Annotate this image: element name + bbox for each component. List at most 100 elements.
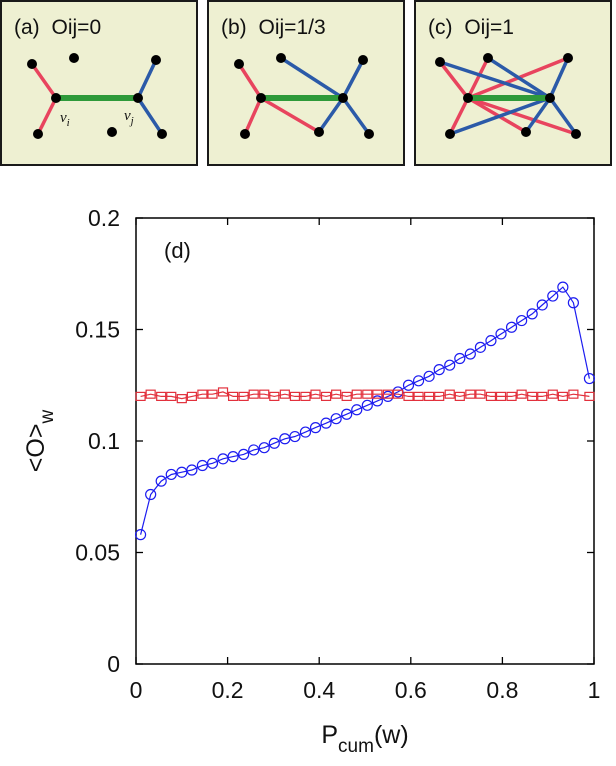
x-axis-title-main: P	[321, 721, 338, 749]
series-2-point	[259, 389, 270, 399]
series-1-point	[361, 399, 373, 411]
network-diagram-a	[27, 53, 167, 139]
series-1-point	[238, 448, 250, 460]
series-2-point	[156, 391, 167, 401]
x-axis-title-sub: cum	[338, 736, 374, 757]
panel-a-overlap: Oij=0	[51, 16, 102, 39]
series-2-point	[584, 391, 595, 401]
series-1-line	[140, 286, 590, 535]
series-2-point	[207, 389, 218, 399]
series-2-point	[382, 389, 393, 399]
series-2-point	[506, 391, 517, 401]
series-2-point	[351, 389, 362, 399]
x-tick-label: 1	[588, 677, 601, 703]
series-1-point	[289, 430, 301, 443]
series-2-point	[547, 389, 558, 399]
panel-c-letter: (c)	[428, 16, 453, 39]
series-1-point	[320, 417, 332, 429]
panel-c: (c) Oij=1	[414, 0, 612, 166]
panel-a: (a) Oij=0 vi vj	[0, 0, 198, 166]
y-tick-label: 0.15	[75, 317, 120, 343]
overlap-chart: 0 0.2 0.4 0.6 0.8 1 0 0.05 0.1 0.15 0.2 (d) Pcum(w…	[22, 205, 600, 757]
series-1-point	[341, 408, 353, 420]
series-2-point	[331, 389, 342, 399]
series-1-point	[474, 341, 487, 353]
y-tick-label: 0.05	[75, 540, 120, 566]
series-2-point	[537, 391, 548, 401]
series-1-point	[495, 328, 507, 340]
series-markers	[134, 281, 596, 541]
node-vi-sub: i	[66, 117, 70, 129]
series-2-point	[475, 389, 486, 399]
panel-d-label: (d)	[164, 238, 191, 263]
series-2-point	[279, 389, 290, 399]
series-1-point	[444, 359, 456, 371]
series-1-point	[268, 437, 280, 449]
series-2-point	[485, 391, 497, 401]
series-2-point	[217, 387, 229, 397]
x-axis-title-suffix: (w)	[374, 721, 409, 749]
series-1-point	[402, 379, 415, 391]
series-2-point	[527, 391, 538, 401]
series-2-point	[362, 389, 373, 399]
y-axis-title-main: <O>	[22, 424, 50, 473]
series-2-point	[145, 389, 156, 399]
series-1-point	[206, 457, 219, 469]
series-1-point	[505, 321, 518, 333]
series-2-point	[424, 391, 435, 401]
panel-a-label: (a) Oij=0	[14, 16, 101, 40]
x-tick-label: 0.2	[212, 677, 244, 703]
series-1-point	[145, 488, 157, 501]
series-2-point	[186, 391, 197, 401]
x-tick-label: 0	[130, 677, 143, 703]
series-1-point	[433, 364, 445, 376]
series-2-point	[197, 389, 208, 399]
series-2-point	[300, 391, 311, 401]
panel-c-label: (c) Oij=1	[428, 16, 514, 40]
series-1-point	[547, 290, 559, 302]
series-2-point	[403, 391, 414, 401]
series-2-point	[269, 391, 280, 401]
node-vi-label: vi	[60, 110, 70, 129]
series-2-point	[413, 391, 424, 401]
series-1-point	[330, 413, 342, 425]
y-axis-title: <O>w	[22, 410, 58, 473]
series-2-point	[227, 391, 239, 401]
series-1-point	[248, 444, 260, 456]
series-1-point	[309, 422, 322, 434]
series-2-point	[289, 391, 301, 401]
node-vi-letter: v	[60, 110, 67, 126]
x-axis-title: Pcum(w)	[321, 721, 408, 757]
node-vj-label: vj	[124, 108, 134, 127]
series-1-point	[423, 370, 435, 382]
plot-frame	[135, 217, 595, 665]
node-vj-sub: j	[130, 115, 134, 127]
series-2-point	[444, 389, 455, 399]
panel-b-overlap: Oij=1/3	[258, 16, 326, 39]
series-2-point	[495, 391, 507, 401]
series-1-point	[351, 404, 363, 416]
series-1-point	[583, 372, 596, 385]
x-tick-label: 0.8	[486, 677, 518, 703]
series-1-point	[227, 451, 239, 463]
series-2-point	[372, 389, 383, 399]
panel-b-label: (b) Oij=1/3	[221, 16, 326, 40]
y-axis-title-sub: w	[37, 410, 58, 425]
series-2-point	[176, 394, 187, 404]
series-2-point	[310, 389, 321, 399]
series-1-point	[186, 464, 198, 476]
panel-a-letter: (a)	[14, 16, 40, 39]
x-tick-label: 0.6	[395, 677, 427, 703]
series-1-point	[412, 375, 425, 387]
y-tick-label: 0.1	[88, 428, 120, 454]
series-2-point	[465, 389, 476, 399]
network-diagram-b	[234, 53, 374, 139]
series-1-point	[454, 352, 466, 365]
series-1-point	[371, 395, 383, 407]
series-2-point	[557, 391, 568, 401]
series-1-point	[464, 348, 476, 360]
series-2-point	[238, 391, 249, 401]
series-1-point	[165, 468, 177, 481]
series-1-point	[258, 442, 270, 454]
axis-ticks: 0 0.2 0.4 0.6 0.8 1 0 0.05 0.1 0.15 0.2	[75, 205, 600, 703]
